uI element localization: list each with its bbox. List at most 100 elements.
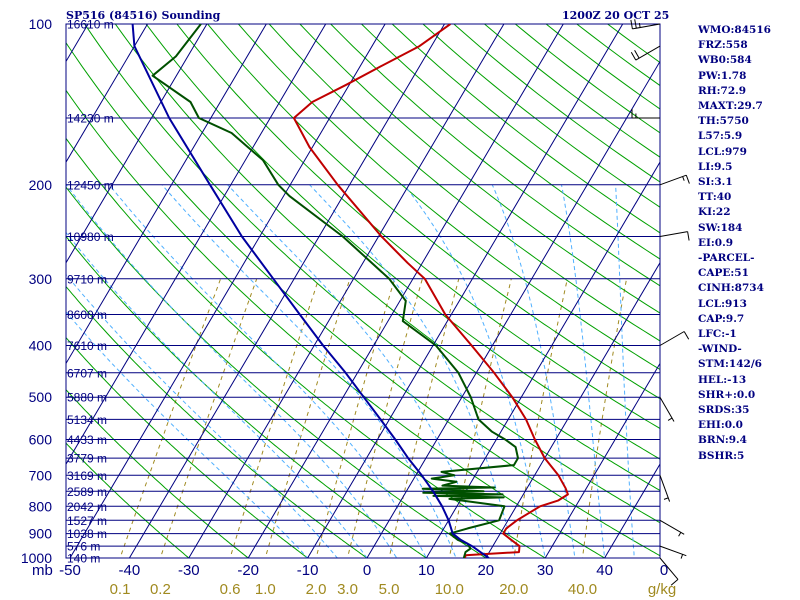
temperature-tick-label: 0	[660, 562, 668, 579]
index-item: SRDS:35	[698, 404, 750, 417]
index-item: SHR+:0.0	[698, 388, 756, 401]
index-item: RH:72.9	[698, 84, 747, 97]
index-item: SW:184	[698, 221, 743, 234]
wind-barb	[659, 519, 685, 537]
pressure-tick-label: 400	[29, 338, 53, 354]
valid-time: 1200Z 20 OCT 25	[562, 9, 670, 22]
index-item: MAXT:29.7	[698, 100, 763, 113]
index-item: CAPE:51	[698, 267, 749, 280]
mixing-ratio-tick-label: 20.0	[499, 581, 528, 598]
dry-adiabat-line	[66, 285, 368, 558]
wind-barb-shaft	[659, 396, 675, 422]
mixing-ratio-unit-label: g/kg	[648, 581, 676, 598]
wind-barb	[630, 45, 661, 61]
dry-adiabat-line	[66, 442, 190, 558]
index-item: L57:5.9	[698, 130, 743, 143]
dry-adiabat-line	[330, 24, 660, 287]
height-label: 1038 m	[67, 527, 107, 541]
wind-barb	[659, 231, 690, 241]
moist-adiabat-line	[161, 184, 457, 558]
isotherm-line	[544, 362, 660, 558]
dry-adiabat-line	[66, 137, 547, 558]
pressure-tick-label: 900	[29, 526, 53, 542]
mixing-ratio-tick-label: 40.0	[568, 581, 597, 598]
dry-adiabat-line	[176, 24, 660, 430]
temperature-tick-label: -20	[237, 562, 259, 579]
pressure-tick-label: 100	[29, 16, 53, 32]
index-item: CAP:9.7	[698, 312, 745, 325]
isotherm-line	[66, 24, 267, 365]
mixing-ratio-tick-label: 2.0	[306, 581, 327, 598]
dry-adiabat-line	[206, 24, 660, 400]
wind-barb	[631, 109, 660, 119]
dry-adiabat-line	[66, 41, 660, 557]
moist-adiabat-line	[615, 184, 635, 558]
isotherm-line	[128, 24, 445, 558]
wind-barb-shaft	[659, 174, 687, 186]
dry-adiabat-line	[66, 89, 606, 558]
height-label: 14230 m	[67, 112, 114, 126]
mixing-ratio-tick-label: 0.2	[150, 581, 171, 598]
height-label: 140 m	[67, 552, 100, 566]
stability-indices-panel: WMO:84516 FRZ:558 WB0:584 PW:1.78 RH:72.9 MAX…	[698, 23, 771, 464]
wind-barb-shaft	[659, 545, 687, 557]
wind-barb	[659, 545, 687, 559]
moist-adiabat-line	[108, 184, 427, 558]
dry-adiabat-line	[145, 24, 660, 460]
isotherm-line	[485, 261, 660, 558]
index-item: BSHR:5	[698, 449, 745, 462]
moist-adiabat-line	[66, 273, 338, 558]
mixing-ratio-line	[264, 278, 351, 558]
wind-barbs	[630, 19, 690, 586]
mixing-ratio-tick-label: 10.0	[435, 581, 464, 598]
wind-barb-shaft	[659, 331, 685, 346]
temperature-tick-label: 10	[418, 562, 435, 579]
moist-adiabat-line	[491, 184, 576, 558]
height-label: 12450 m	[67, 178, 114, 192]
index-item: WB0:584	[698, 54, 752, 67]
wind-barb-half-flag	[663, 497, 669, 500]
moist-adiabat-line	[66, 311, 309, 558]
isotherm-line	[66, 24, 148, 164]
height-label: 576 m	[67, 540, 100, 554]
pressure-tick-label: 500	[29, 389, 53, 405]
wind-barb-shaft	[659, 519, 685, 535]
height-label: 16610 m	[67, 18, 114, 32]
wind-barb-half-flag	[680, 554, 684, 559]
height-label: 8600 m	[67, 308, 107, 322]
dry-adiabats	[66, 24, 660, 558]
dry-adiabat-line	[237, 24, 660, 371]
mixing-ratio-line	[229, 278, 320, 558]
height-label: 6707 m	[67, 366, 107, 380]
temperature-tick-label: -40	[119, 562, 141, 579]
parcel-profile	[131, 24, 490, 558]
height-label: 3169 m	[67, 469, 107, 483]
index-item: LFC:-1	[698, 328, 737, 341]
index-item: PW:1.78	[698, 69, 747, 82]
isotherm-line	[188, 24, 505, 558]
mixing-ratio-line	[448, 278, 512, 558]
isotherm-line	[247, 24, 564, 558]
pressure-tick-label: 800	[29, 498, 53, 514]
temperature-tick-label: 30	[537, 562, 554, 579]
height-label: 5134 m	[67, 413, 107, 427]
sounding-profiles	[131, 24, 569, 558]
index-item: LCL:979	[698, 145, 747, 158]
index-item: CINH:8734	[698, 282, 764, 295]
temperature-profile	[292, 24, 569, 558]
index-item: TH:5750	[698, 115, 749, 128]
wind-barb	[630, 19, 661, 30]
index-item: -PARCEL-	[698, 252, 755, 265]
index-item: -WIND-	[698, 343, 742, 356]
pressure-unit-label: mb	[32, 562, 53, 579]
plot-frame	[65, 23, 661, 559]
index-item: FRZ:558	[698, 39, 748, 52]
temperature-tick-label: 20	[477, 562, 494, 579]
isobars	[66, 23, 660, 559]
wind-barb-half-flag	[682, 176, 685, 181]
mixing-ratio-tick-label: 5.0	[379, 581, 400, 598]
wind-barb-flag	[683, 331, 690, 340]
wind-barb-flag	[685, 175, 690, 184]
pressure-tick-label: 600	[29, 432, 53, 448]
